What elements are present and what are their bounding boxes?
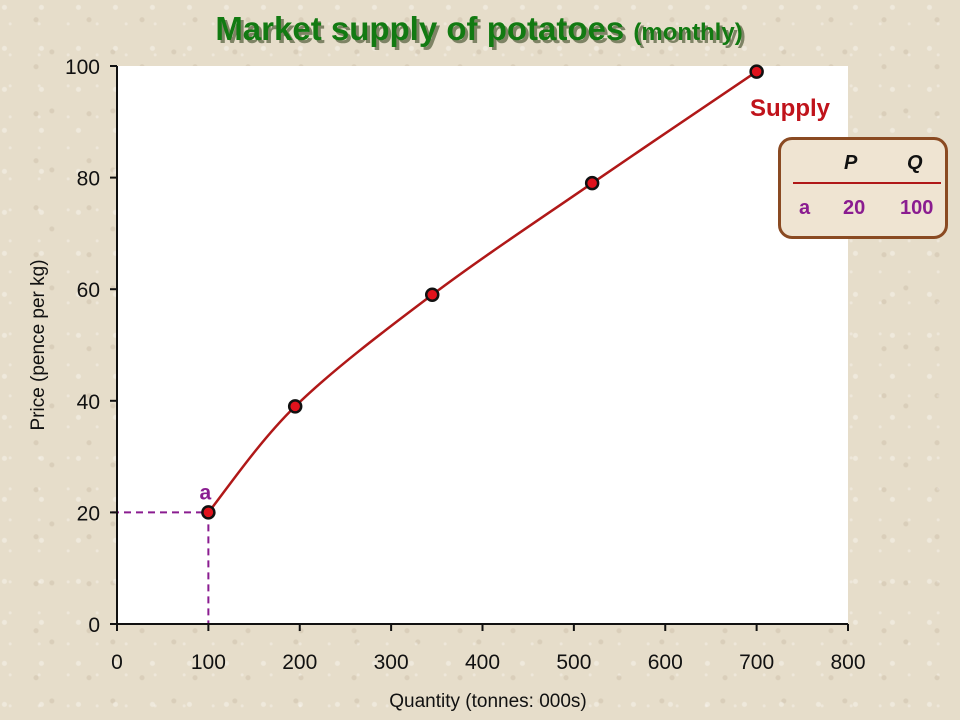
x-tick-label: 300: [374, 651, 409, 674]
pq-header-q: Q: [907, 152, 923, 174]
pq-table: P Q a 20 100: [778, 137, 948, 239]
y-tick-label: 0: [88, 614, 100, 637]
chart-title-sub: (monthly): [633, 19, 742, 46]
x-axis-title: Quantity (tonnes: 000s): [389, 691, 587, 712]
supply-series: [201, 64, 764, 520]
chart-title-main: Market supply of potatoes: [215, 10, 624, 47]
x-tick-label: 400: [465, 651, 500, 674]
point-label-a: a: [200, 481, 212, 504]
x-tick-label: 800: [830, 651, 865, 674]
y-axis-ticks: 0 20 40 60 80 100: [65, 56, 117, 637]
pq-header-p: P: [844, 152, 858, 174]
chart-title-shadow: Market supply of potatoes (monthly): [218, 13, 745, 50]
x-tick-label: 600: [648, 651, 683, 674]
y-tick-label: 100: [65, 56, 100, 79]
x-tick-label: 200: [282, 651, 317, 674]
supply-point: [201, 505, 216, 520]
x-tick-label: 700: [739, 651, 774, 674]
supply-point: [424, 287, 440, 303]
pq-divider: [793, 182, 941, 184]
pq-row-label: a: [799, 197, 811, 219]
x-tick-label: 0: [111, 651, 123, 674]
supply-point: [287, 399, 303, 414]
y-tick-label: 80: [77, 168, 100, 191]
x-tick-label: 100: [191, 651, 226, 674]
x-axis-ticks: 0 100 200 300 400 500 600 700 800: [111, 624, 866, 674]
pq-row-price: 20: [843, 197, 866, 219]
supply-point: [584, 175, 600, 191]
y-tick-label: 40: [77, 391, 100, 414]
chart-title: Market supply of potatoes (monthly): [215, 10, 742, 47]
pq-row-quantity: 100: [900, 197, 934, 219]
series-label-supply: Supply: [750, 95, 831, 122]
plot-area: [117, 66, 848, 624]
y-tick-label: 20: [77, 502, 100, 525]
highlight-guides: [112, 511, 210, 624]
supply-point: [749, 64, 764, 79]
x-tick-label: 500: [556, 651, 591, 674]
y-axis-title: Price (pence per kg): [28, 259, 49, 430]
y-tick-label: 60: [77, 279, 100, 302]
